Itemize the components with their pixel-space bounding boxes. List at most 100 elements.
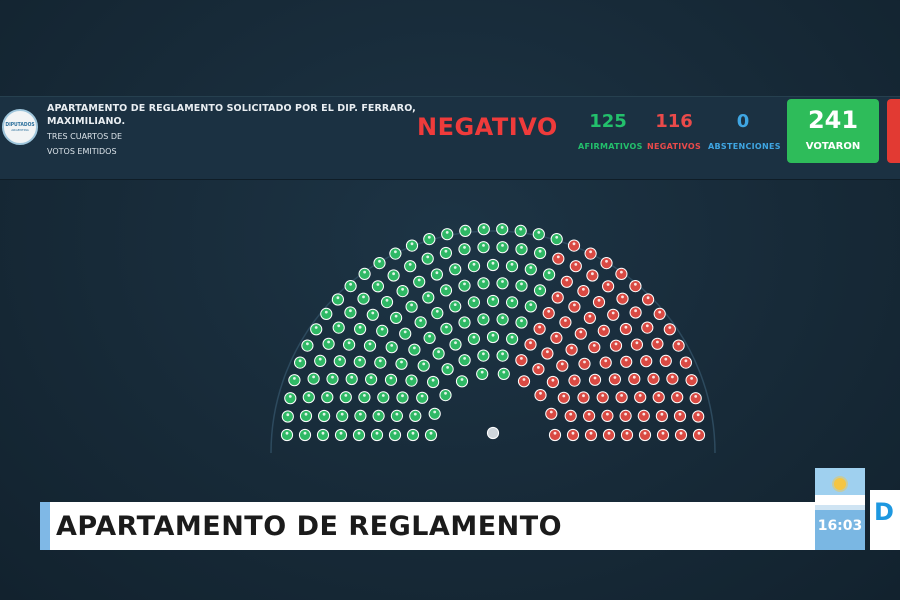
seat xyxy=(422,291,435,304)
person-icon xyxy=(574,263,578,266)
person-icon xyxy=(482,316,485,319)
seat xyxy=(534,389,547,402)
seat xyxy=(596,391,609,404)
person-icon xyxy=(453,266,457,269)
seat xyxy=(370,428,384,442)
seat xyxy=(602,428,616,442)
seat xyxy=(423,233,436,246)
seat xyxy=(352,428,366,442)
person-icon xyxy=(419,319,422,322)
person-icon xyxy=(520,282,523,286)
seat xyxy=(301,339,314,352)
person-icon xyxy=(369,376,373,379)
person-icon xyxy=(671,375,674,379)
seat xyxy=(524,300,537,313)
person-icon xyxy=(645,324,649,328)
person-icon xyxy=(589,431,593,435)
seat xyxy=(389,247,402,260)
seat xyxy=(336,409,349,422)
seat xyxy=(376,324,389,337)
seat xyxy=(565,343,578,356)
seat xyxy=(533,284,547,297)
person-icon xyxy=(551,378,555,382)
seat xyxy=(556,359,569,372)
seat xyxy=(439,246,452,260)
seat xyxy=(497,367,510,380)
person-icon xyxy=(500,226,504,229)
seat xyxy=(600,257,613,270)
motion-info: APARTAMENTO DE REGLAMENTO SOLICITADO POR… xyxy=(47,102,417,159)
seat xyxy=(655,409,669,423)
seat xyxy=(656,428,670,442)
seat xyxy=(545,407,558,420)
person-icon xyxy=(347,341,351,345)
seat xyxy=(615,391,628,404)
seat xyxy=(559,316,572,329)
channel-logo xyxy=(870,490,900,550)
person-icon xyxy=(417,278,421,282)
person-icon xyxy=(472,262,476,266)
seat xyxy=(366,308,379,321)
seat xyxy=(619,322,633,336)
person-icon xyxy=(445,325,448,329)
person-icon xyxy=(403,330,407,334)
seat xyxy=(339,391,352,404)
seat xyxy=(583,311,597,324)
seat xyxy=(288,374,301,387)
person-icon xyxy=(668,326,672,329)
person-icon xyxy=(553,431,557,435)
person-icon xyxy=(420,394,424,398)
seat xyxy=(334,428,348,442)
person-icon xyxy=(286,413,290,417)
seat xyxy=(424,428,438,442)
seat xyxy=(326,372,339,385)
seat xyxy=(449,300,462,313)
person-icon xyxy=(401,394,404,398)
person-icon xyxy=(538,287,542,290)
person-icon xyxy=(583,360,586,364)
abstenciones-tally: 0 ABSTENCIONES xyxy=(708,110,781,151)
seat xyxy=(390,409,403,422)
seat xyxy=(541,347,554,360)
negativos-label: NEGATIVOS xyxy=(646,142,702,151)
seat xyxy=(459,224,472,237)
seat xyxy=(542,307,555,320)
seat xyxy=(321,391,334,404)
person-icon xyxy=(556,294,560,298)
logo-text: DIPUTADOS xyxy=(5,122,35,128)
person-icon xyxy=(435,271,439,275)
seat xyxy=(333,355,346,368)
person-icon xyxy=(529,266,533,269)
seat xyxy=(421,252,434,265)
person-icon xyxy=(592,344,596,347)
person-icon xyxy=(312,375,315,379)
person-icon xyxy=(593,376,597,380)
person-icon xyxy=(624,412,627,416)
person-icon xyxy=(482,352,485,356)
person-icon xyxy=(520,357,523,360)
person-icon xyxy=(538,249,542,253)
majority-line-1: TRES CUARTOS DE xyxy=(47,132,123,141)
person-icon xyxy=(571,431,575,435)
seat xyxy=(414,316,427,329)
seat xyxy=(413,275,426,288)
sun-icon xyxy=(834,478,846,490)
person-icon xyxy=(444,287,448,290)
seat xyxy=(652,391,665,404)
seat xyxy=(602,280,615,293)
lower-third-accent xyxy=(40,502,50,550)
vote-bar xyxy=(0,96,900,180)
seat xyxy=(458,354,471,367)
person-icon xyxy=(520,319,523,323)
clock: 16:03 xyxy=(815,510,865,550)
seat xyxy=(417,359,430,372)
seat xyxy=(568,374,581,387)
person-icon xyxy=(602,327,606,331)
seat xyxy=(432,347,445,360)
seat xyxy=(515,354,528,367)
person-icon xyxy=(547,271,551,275)
headline: APARTAMENTO DE REGLAMENTO xyxy=(56,511,563,542)
seat xyxy=(607,308,620,321)
person-icon xyxy=(385,298,389,302)
person-icon xyxy=(679,431,683,435)
